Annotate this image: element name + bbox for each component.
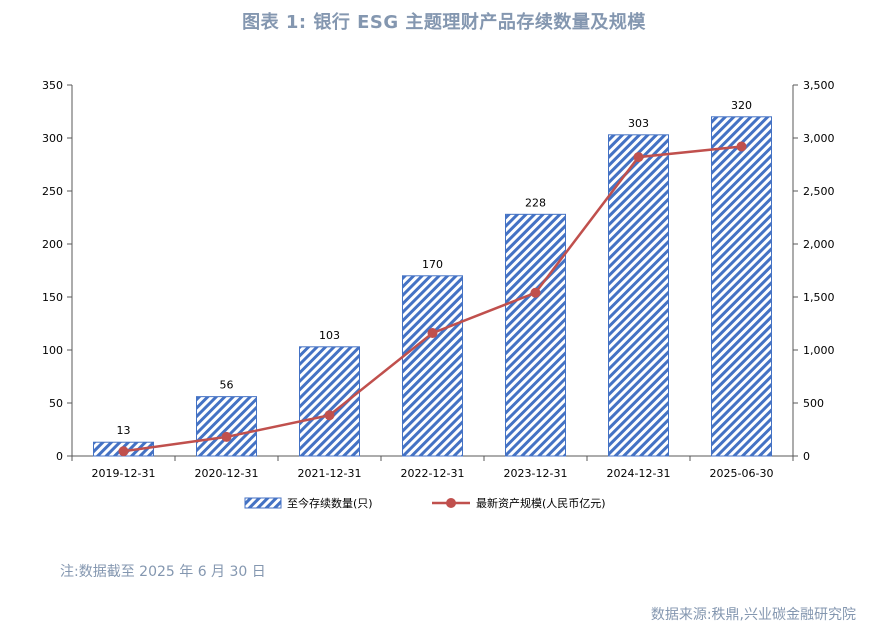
left-tick-label: 0 [56, 450, 63, 463]
right-tick-label: 2,500 [803, 185, 835, 198]
bar-data-label: 13 [117, 424, 131, 437]
line-point [427, 328, 438, 339]
x-tick-label: 2019-12-31 [92, 467, 156, 480]
x-tick-label: 2025-06-30 [710, 467, 774, 480]
left-tick-label: 350 [42, 79, 63, 92]
right-tick-label: 3,000 [803, 132, 835, 145]
right-tick-label: 3,500 [803, 79, 835, 92]
line-point [530, 287, 541, 298]
footnote: 注:数据截至 2025 年 6 月 30 日 [60, 564, 266, 580]
right-tick-label: 2,000 [803, 238, 835, 251]
bar-data-label: 228 [525, 196, 546, 209]
right-tick-label: 1,000 [803, 344, 835, 357]
x-tick-label: 2021-12-31 [298, 467, 362, 480]
bar-data-label: 320 [731, 99, 752, 112]
legend-bar-swatch [244, 497, 282, 509]
bar [299, 346, 360, 457]
legend-line-label: 最新资产规模(人民币亿元) [476, 496, 606, 510]
line-point [633, 152, 644, 163]
bar [196, 396, 257, 457]
bar-data-label: 170 [422, 258, 443, 271]
right-tick-label: 0 [803, 450, 810, 463]
line-point [221, 431, 232, 442]
data-source: 数据来源:秩鼎,兴业碳金融研究院 [650, 607, 856, 623]
left-tick-label: 250 [42, 185, 63, 198]
bar [505, 213, 566, 457]
line-point [736, 141, 747, 152]
left-tick-label: 100 [42, 344, 63, 357]
bar-data-label: 103 [319, 329, 340, 342]
right-tick-label: 500 [803, 397, 824, 410]
bar [402, 275, 463, 457]
bar-data-label: 56 [220, 379, 234, 392]
right-tick-label: 1,500 [803, 291, 835, 304]
left-tick-label: 150 [42, 291, 63, 304]
legend-line-marker [446, 498, 456, 508]
chart-title: 图表 1: 银行 ESG 主题理财产品存续数量及规模 [242, 12, 646, 33]
legend-bar-label: 至今存续数量(只) [287, 496, 373, 510]
bar [608, 134, 669, 457]
left-tick-label: 300 [42, 132, 63, 145]
left-tick-label: 50 [49, 397, 63, 410]
line-point [118, 446, 129, 457]
bar [711, 116, 772, 457]
left-tick-label: 200 [42, 238, 63, 251]
x-tick-label: 2024-12-31 [607, 467, 671, 480]
bar-data-label: 303 [628, 117, 649, 130]
x-tick-label: 2020-12-31 [195, 467, 259, 480]
x-tick-label: 2022-12-31 [401, 467, 465, 480]
line-point [324, 410, 335, 421]
x-tick-label: 2023-12-31 [504, 467, 568, 480]
